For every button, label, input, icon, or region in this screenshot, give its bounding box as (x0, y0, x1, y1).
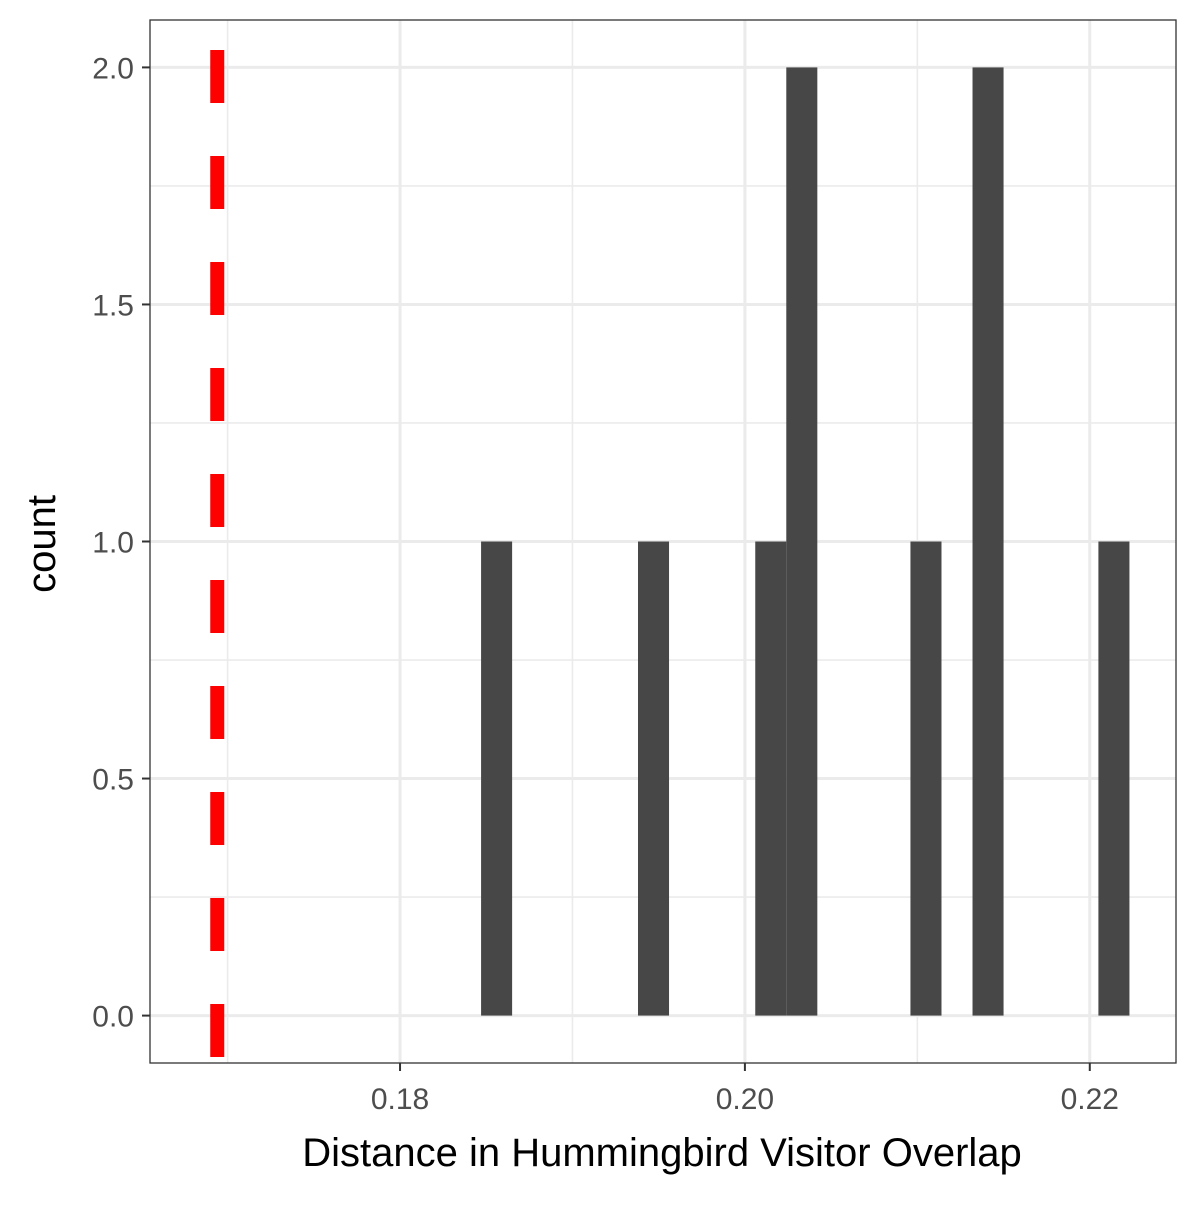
histogram-bar (786, 67, 818, 1016)
x-tick-label: 0.18 (371, 1083, 429, 1116)
x-tick-label: 0.20 (716, 1083, 774, 1116)
y-axis-label: count (20, 495, 64, 593)
histogram-bar (755, 541, 787, 1016)
y-tick-label: 1.5 (92, 289, 134, 322)
histogram-bar (972, 67, 1004, 1016)
histogram-bars (481, 67, 1130, 1016)
histogram-bar (637, 541, 670, 1016)
y-tick-label: 0.0 (92, 1001, 134, 1034)
y-tick-label: 1.0 (92, 527, 134, 560)
x-axis-ticks: 0.18 0.20 0.22 (371, 1063, 1119, 1116)
histogram-bar (481, 541, 513, 1016)
y-tick-label: 2.0 (92, 52, 134, 85)
y-tick-label: 0.5 (92, 764, 134, 797)
y-axis-ticks: 0.0 0.5 1.0 1.5 2.0 (92, 52, 150, 1034)
x-tick-label: 0.22 (1061, 1083, 1119, 1116)
histogram-bar (910, 541, 942, 1016)
histogram-bar (1098, 541, 1130, 1016)
x-axis-label: Distance in Hummingbird Visitor Overlap (302, 1131, 1022, 1175)
